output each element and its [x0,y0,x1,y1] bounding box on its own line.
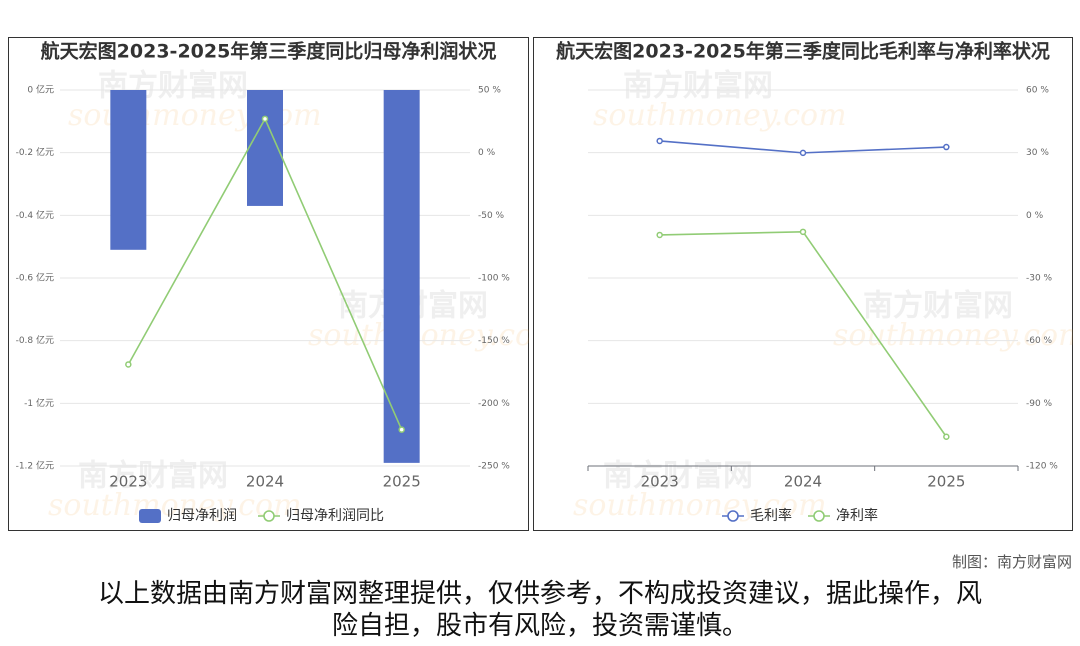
point [799,149,807,157]
legend-label: 归母净利润同比 [286,507,384,524]
y-tick-label: -1.2 亿元 [16,460,54,472]
y2-tick-label: -250 % [478,462,510,472]
bar [383,90,420,463]
watermark: southmoney.com [593,98,847,133]
x-tick-label: 2025 [383,473,421,491]
y2-tick-label: -120 % [1026,462,1058,472]
chart: 南方财富网southmoney.com南方财富网southmoney.com南方… [533,37,1073,531]
y2-tick-label: 60 % [1026,86,1049,96]
watermark: 南方财富网 [863,289,1013,324]
point [261,115,269,123]
point [943,143,950,151]
point [943,433,950,441]
legend-label: 毛利率 [750,507,792,524]
y-tick-label: -1 亿元 [24,397,54,409]
point [656,231,663,239]
legend-label: 净利率 [836,507,878,524]
y2-tick-label: -90 % [1026,399,1053,409]
chart-frame [8,37,529,531]
x-tick-label: 2024 [246,473,284,491]
y-tick-label: -0.6 亿元 [16,272,54,284]
watermark: southmoney.com [68,98,322,133]
point [398,426,405,433]
legend-swatch [813,510,825,522]
point [656,137,663,145]
chart-title: 航天宏图2023-2025年第三季度同比归母净利润状况 [41,40,497,63]
watermark: southmoney.com [573,488,827,523]
watermark: 南方财富网 [78,459,228,494]
x-tick-label: 2024 [784,473,822,491]
y2-tick-label: -200 % [478,399,510,409]
watermark: southmoney.com [833,318,1073,353]
disclaimer: 以上数据由南方财富网整理提供，仅供参考，不构成投资建议，据此操作，风险自担，股市… [97,579,982,641]
legend-swatch [263,510,275,522]
point [125,361,132,368]
chart-frame [533,37,1073,531]
bar [110,90,147,250]
x-tick-label: 2023 [641,473,679,491]
y2-tick-label: -30 % [1026,274,1053,284]
y2-tick-label: -150 % [478,336,510,346]
y2-tick-label: 0 % [1026,211,1044,221]
y2-tick-label: 30 % [1026,148,1049,158]
x-tick-label: 2025 [927,473,965,491]
y-tick-label: -0.8 亿元 [16,334,54,346]
credit: 制图：南方财富网 [951,553,1072,571]
y2-tick-label: 0 % [478,148,496,158]
y-tick-label: -0.4 亿元 [16,209,54,221]
legend-swatch [139,509,161,523]
y-tick-label: -0.2 亿元 [16,146,54,158]
legend-swatch [727,510,739,522]
watermark: 南方财富网 [623,69,773,104]
y2-tick-label: -50 % [478,211,505,221]
chart-title: 航天宏图2023-2025年第三季度同比毛利率与净利率状况 [556,40,1050,63]
y2-tick-label: -60 % [1026,336,1053,346]
y2-tick-label: -100 % [478,274,510,284]
chart: 南方财富网southmoney.com南方财富网southmoney.com南方… [8,37,529,531]
y2-tick-label: 50 % [478,86,501,96]
x-tick-label: 2023 [109,473,147,491]
point [799,228,807,236]
watermark: southmoney.com [48,488,302,523]
watermark: 南方财富网 [603,459,753,494]
y-tick-label: 0 亿元 [27,84,54,96]
legend-label: 归母净利润 [167,507,237,524]
